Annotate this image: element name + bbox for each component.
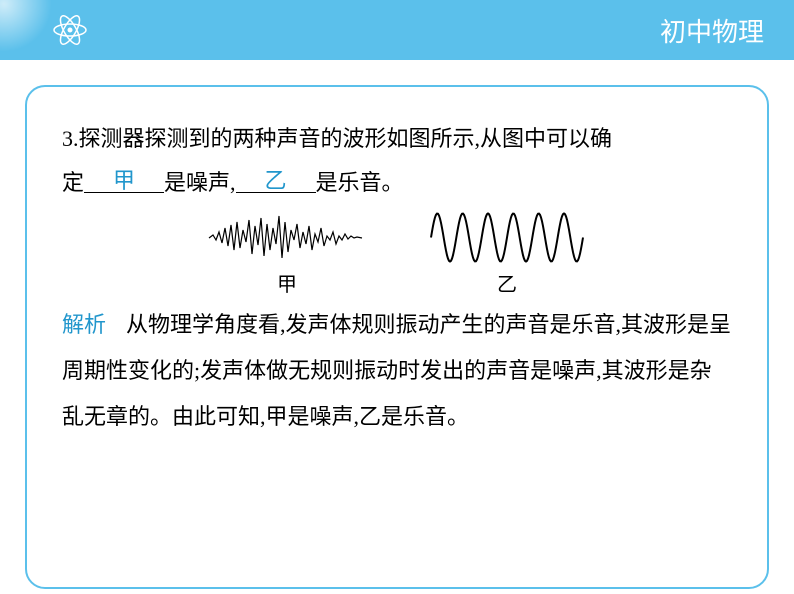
header-bar: 初中物理 [0, 0, 794, 60]
music-waveform [427, 210, 587, 265]
header-title: 初中物理 [660, 12, 764, 49]
music-label: 乙 [497, 268, 517, 297]
question-line1: 3.探测器探测到的两种声音的波形如图所示,从图中可以确 [62, 126, 612, 151]
blank-1-answer: 甲 [84, 170, 164, 193]
question-mid1: 是噪声, [164, 170, 236, 195]
noise-waveform [207, 210, 367, 265]
question-mid2: 是乐音。 [316, 170, 404, 195]
waveform-noise-block: 甲 [207, 210, 367, 297]
question-line2-before: 定 [62, 170, 84, 195]
explanation-label: 解析 [62, 312, 106, 337]
content-box: 3.探测器探测到的两种声音的波形如图所示,从图中可以确 定甲是噪声,乙是乐音。 … [25, 85, 769, 589]
atom-icon [50, 10, 90, 50]
explanation-text: 从物理学角度看,发声体规则振动产生的声音是乐音,其波形是呈周期性变化的;发声体做… [62, 312, 731, 429]
blank-2-answer: 乙 [236, 170, 316, 193]
waveforms-row: 甲 乙 [62, 210, 732, 297]
question-text: 3.探测器探测到的两种声音的波形如图所示,从图中可以确 定甲是噪声,乙是乐音。 [62, 117, 732, 205]
explanation-block: 解析从物理学角度看,发声体规则振动产生的声音是乐音,其波形是呈周期性变化的;发声… [62, 302, 732, 441]
noise-label: 甲 [277, 268, 297, 297]
waveform-music-block: 乙 [427, 210, 587, 297]
